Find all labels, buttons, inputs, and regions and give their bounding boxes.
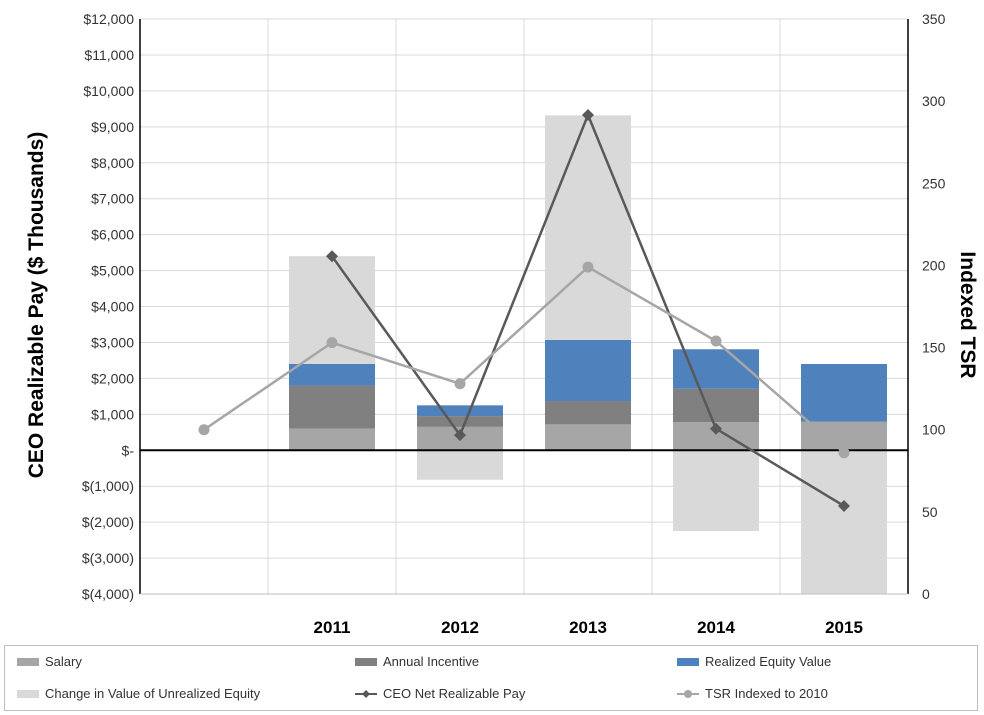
y2-tick-label: 350 [922,11,946,27]
legend-swatch-salary [17,657,39,666]
legend-swatch-unrealized-equity [17,689,39,698]
point-tsr [710,335,722,347]
point-ceo-net [838,499,850,512]
x-tick-label: 2013 [569,618,607,637]
point-tsr [198,424,210,436]
legend-item-unrealized-equity: Change in Value of Unrealized Equity [17,686,260,701]
legend-label-salary: Salary [45,654,82,669]
legend-line-ceo-net [355,689,377,699]
bar-realized-equity-2013 [545,339,631,402]
y-axis-label: CEO Realizable Pay ($ Thousands) [25,132,48,479]
y-tick-label: $8,000 [91,155,134,171]
bar-annual-incentive-2011 [289,385,375,429]
bar-salary-2011 [289,428,375,451]
point-tsr [326,337,338,349]
bar-realized-equity-2012 [417,405,503,417]
bars [289,115,887,594]
x-tick-label: 2015 [825,618,863,637]
point-ceo-net [326,250,338,263]
bar-annual-incentive-2014 [673,388,759,423]
y-tick-label: $- [122,442,135,458]
y-tick-label: $2,000 [91,370,134,386]
bar-realized-equity-2011 [289,364,375,386]
combo-chart: CEO Realizable Pay ($ Thousands) Indexed… [25,11,979,637]
y-tick-label: $3,000 [91,334,134,350]
legend-line-tsr [677,689,699,699]
y-tick-label: $9,000 [91,119,134,135]
y-tick-label: $(4,000) [82,586,134,602]
y-tick-label: $(3,000) [82,550,134,566]
point-ceo-net [582,108,594,121]
x-tick-label: 2011 [314,618,351,637]
legend-label-annual-incentive: Annual Incentive [383,654,480,669]
y2-tick-label: 50 [922,504,938,520]
y2-tick-label: 200 [922,257,946,273]
legend-item-ceo-net: CEO Net Realizable Pay [355,686,525,701]
legend-item-tsr: TSR Indexed to 2010 [677,686,828,701]
legend-label-unrealized-equity: Change in Value of Unrealized Equity [45,686,261,701]
y-tick-label: $5,000 [91,263,134,279]
y-tick-label: $12,000 [83,11,134,27]
point-tsr [838,447,850,459]
legend-swatch-annual-incentive [355,657,377,666]
y2-tick-label: 0 [922,586,930,602]
y2-tick-label: 150 [922,340,946,356]
line-tsr [203,265,845,454]
legend-swatch-realized-equity [677,657,699,666]
series-tsr [198,261,850,459]
y-tick-label: $(1,000) [82,478,134,494]
y-tick-label: $6,000 [91,227,134,243]
y-tick-label: $10,000 [83,83,134,99]
legend-item-salary: Salary [17,654,82,669]
y-tick-label: $(2,000) [82,514,134,530]
y-tick-label: $11,000 [84,47,134,63]
point-ceo-net [710,422,722,435]
bar-realized-equity-2015 [801,364,887,422]
point-tsr [582,261,594,273]
point-tsr [454,378,466,390]
bar-salary-2013 [545,424,631,451]
gridlines [140,18,908,595]
y-tick-label: $4,000 [91,299,134,315]
legend-item-annual-incentive: Annual Incentive [355,654,479,669]
bar-annual-incentive-2012 [417,416,503,427]
y-tick-label: $7,000 [91,191,134,207]
bar-unrealized-equity-2014 [673,450,759,532]
x-tick-label: 2012 [441,618,479,637]
bar-unrealized-equity-2012 [417,450,503,480]
point-ceo-net [454,429,466,442]
x-tick-label: 2014 [697,618,735,637]
legend: Salary Annual Incentive Realized Equity … [4,645,978,711]
legend-label-ceo-net: CEO Net Realizable Pay [383,686,526,701]
legend-label-realized-equity: Realized Equity Value [705,654,832,669]
bar-annual-incentive-2013 [545,401,631,425]
y2-axis-label: Indexed TSR [956,251,979,378]
y2-tick-label: 250 [922,175,946,191]
y-tick-label: $1,000 [91,406,134,422]
legend-item-realized-equity: Realized Equity Value [677,654,831,669]
bar-unrealized-equity-2015 [801,450,887,594]
legend-label-tsr: TSR Indexed to 2010 [705,686,828,701]
series-ceo-net [326,108,850,512]
bar-unrealized-equity-2013 [545,115,631,340]
y2-tick-label: 300 [922,93,946,109]
y2-tick-label: 100 [922,422,946,438]
